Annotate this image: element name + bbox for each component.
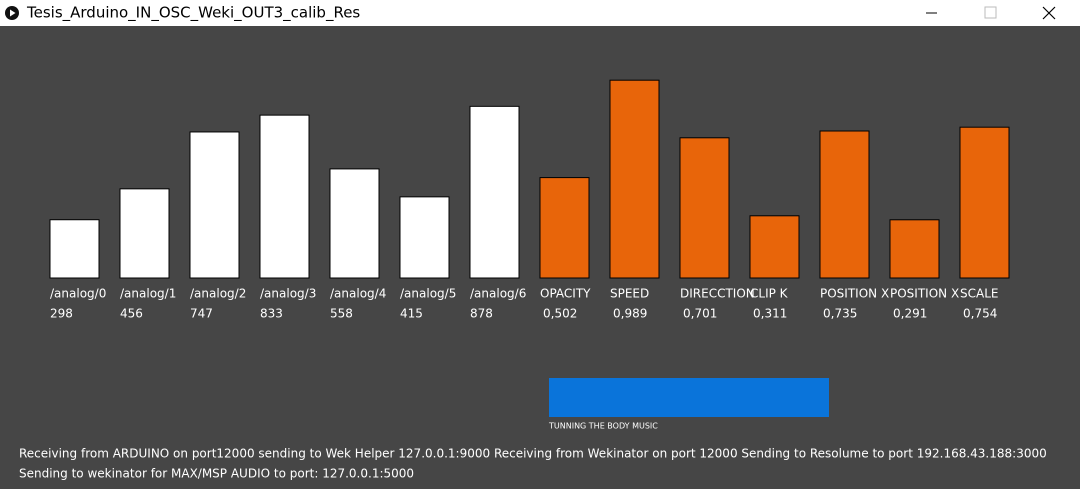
bar-value: 0,701 [683, 307, 717, 321]
bar-value: 747 [190, 307, 213, 321]
bar-value: 558 [330, 307, 353, 321]
bar-value: 298 [50, 307, 73, 321]
bar-value: 0,291 [893, 307, 927, 321]
bar [469, 105, 520, 279]
window-title: Tesis_Arduino_IN_OSC_Weki_OUT3_calib_Res [26, 4, 360, 23]
close-button[interactable] [1042, 6, 1056, 20]
bar-name: /analog/3 [260, 287, 316, 301]
bar-name: CLIP K [750, 287, 789, 301]
bar [749, 215, 800, 279]
bar-value: 0,311 [753, 307, 787, 321]
app-icon-play [10, 9, 16, 17]
bar [399, 196, 450, 279]
bar [609, 79, 660, 279]
bar-name: /analog/6 [470, 287, 526, 301]
bar [119, 188, 170, 279]
bar-value: 456 [120, 307, 143, 321]
bar-value: 0,735 [823, 307, 857, 321]
bar-value: 0,989 [613, 307, 647, 321]
bar-name: /analog/5 [400, 287, 456, 301]
bar [889, 219, 940, 279]
bar-name: /analog/2 [190, 287, 246, 301]
status-line: Sending to wekinator for MAX/MSP AUDIO t… [19, 467, 414, 481]
bar [959, 126, 1010, 279]
button-label: TUNNING THE BODY MUSIC [548, 422, 658, 431]
bar [259, 114, 310, 279]
tuning-button[interactable] [549, 378, 829, 417]
bar-name: DIRECCTION [680, 287, 755, 301]
maximize-button[interactable] [984, 6, 997, 19]
bar-value: 878 [470, 307, 493, 321]
bar-value: 0,502 [543, 307, 577, 321]
bar-name: /analog/0 [50, 287, 106, 301]
bar-value: 415 [400, 307, 423, 321]
bar-name: POSITION X [890, 287, 959, 301]
bar [189, 131, 240, 279]
bar-name: SCALE [960, 287, 998, 301]
bar-value: 833 [260, 307, 283, 321]
status-line: Receiving from ARDUINO on port12000 send… [19, 447, 1047, 461]
bar-value: 0,754 [963, 307, 997, 321]
bar [539, 177, 590, 279]
bar [329, 168, 380, 279]
bar-name: /analog/4 [330, 287, 386, 301]
bar-name: POSITION X [820, 287, 889, 301]
bar-name: OPACITY [540, 287, 591, 301]
bar [679, 137, 730, 279]
bar-name: /analog/1 [120, 287, 176, 301]
bar-name: SPEED [610, 287, 649, 301]
bar [819, 130, 870, 279]
bar [49, 219, 100, 279]
title-bar [0, 0, 1080, 26]
